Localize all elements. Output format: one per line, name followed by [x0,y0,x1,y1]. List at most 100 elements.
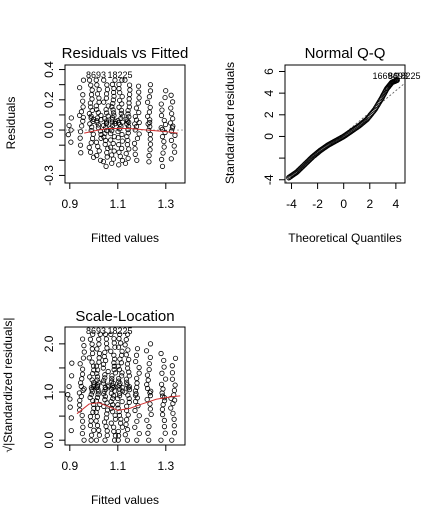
data-point [80,77,87,83]
data-point [111,336,117,342]
x-tick-label: 1.1 [109,197,126,211]
data-point [110,110,117,116]
data-point [116,162,122,168]
data-point [116,412,123,418]
x-axis-label: Theoretical Quantiles [288,231,401,245]
data-point [65,132,71,138]
data-point [103,163,109,169]
y-tick-label: -0.3 [42,165,56,186]
data-point [376,99,382,106]
data-point [100,365,106,371]
data-point [133,352,140,358]
x-tick-label: 1.3 [157,197,174,211]
data-point [88,92,95,98]
data-point [94,91,101,97]
data-point [146,361,152,367]
data-point [94,394,101,401]
data-point [295,167,302,174]
data-point [103,95,110,101]
data-point [168,137,175,143]
data-point [133,105,140,111]
data-point [119,398,125,405]
data-point [135,100,141,106]
data-point [96,355,102,361]
data-point [104,345,110,351]
data-point [68,115,74,121]
data-point [148,411,154,418]
data-point [88,115,94,121]
data-point [122,432,128,438]
data-point [172,132,178,138]
data-point [125,412,131,418]
data-point [124,416,130,423]
data-point [168,92,174,98]
data-point [79,371,86,377]
data-point [101,353,107,360]
data-point [105,145,111,151]
data-point [91,367,97,373]
data-point [105,113,111,119]
data-point [161,117,167,124]
plot-frame [64,326,186,446]
y-tick-label: 2.0 [42,335,56,352]
x-tick-label: 2 [366,197,373,211]
data-point [103,423,109,430]
data-point [117,90,123,96]
scale-location-panel: Scale-Location Fitted values √|Standardi… [1,308,186,507]
data-point [110,156,117,162]
data-point [169,376,176,382]
data-point [103,336,110,342]
data-point [144,417,150,423]
data-point [302,160,309,167]
data-point [101,99,107,105]
data-point [124,382,130,388]
data-point [160,386,166,392]
smoother-line [76,395,181,415]
data-point [77,135,83,141]
data-point [108,398,114,405]
data-point [125,111,131,117]
data-point [147,82,154,88]
data-point [95,391,101,398]
data-point [88,391,94,398]
data-point [77,85,83,91]
data-point [168,156,174,162]
data-point [117,97,123,103]
data-point [169,111,175,117]
data-point [81,386,87,392]
data-point [96,341,102,347]
data-point [80,98,86,104]
panel-title: Scale-Location [75,308,174,325]
data-point [81,349,87,355]
data-point [159,107,165,113]
data-point [162,121,169,128]
data-point [134,135,141,142]
x-axis-label: Fitted values [91,231,159,245]
data-point [124,379,130,385]
data-point [147,119,153,126]
data-point [144,99,151,105]
data-point [299,163,306,170]
data-point [132,127,138,133]
data-point [110,100,116,107]
data-point [77,361,83,367]
data-point [147,401,153,407]
data-point [90,331,96,337]
data-point [120,113,126,119]
data-point [119,138,126,144]
data-point [146,153,152,159]
data-point [133,391,139,397]
data-point [111,424,117,430]
data-point [81,437,87,443]
data-point [90,380,97,386]
data-point [86,77,93,83]
data-point [122,77,128,83]
data-point [171,423,177,429]
data-point [161,144,167,150]
data-point [116,393,123,399]
data-point [119,157,126,164]
data-point [79,366,86,372]
data-point [147,131,154,137]
data-point [94,152,100,159]
